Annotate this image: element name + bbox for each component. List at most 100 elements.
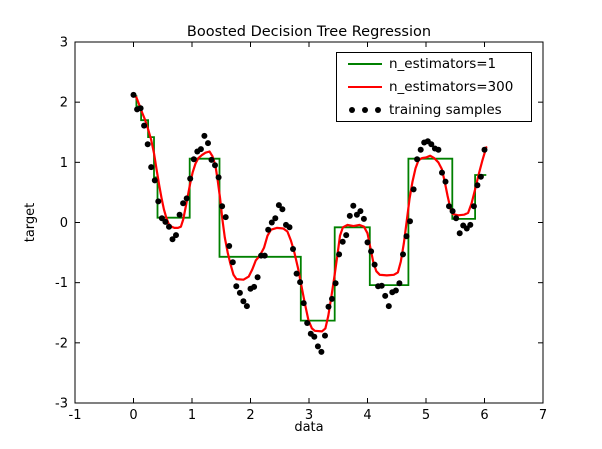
y-tick-label: 3 bbox=[60, 36, 68, 51]
training-sample-point bbox=[403, 233, 410, 240]
training-sample-point bbox=[279, 206, 286, 213]
training-sample-point bbox=[435, 146, 442, 153]
training-sample-point bbox=[180, 200, 187, 207]
legend-item-estimators-1: n_estimators=1 bbox=[337, 53, 531, 76]
training-sample-point bbox=[261, 252, 268, 259]
training-sample-point bbox=[141, 122, 148, 129]
training-sample-point bbox=[300, 300, 307, 307]
green-line-sample-icon bbox=[347, 63, 383, 66]
training-sample-point bbox=[173, 232, 179, 239]
training-sample-point bbox=[151, 177, 158, 184]
training-sample-point bbox=[243, 303, 250, 310]
y-tick-label: -3 bbox=[55, 397, 68, 412]
training-sample-point bbox=[297, 279, 304, 286]
y-tick-label: -1 bbox=[55, 276, 68, 291]
training-sample-point bbox=[343, 232, 350, 239]
training-sample-point bbox=[456, 230, 463, 237]
training-sample-point bbox=[162, 218, 169, 225]
training-sample-point bbox=[240, 298, 247, 305]
training-sample-point bbox=[229, 259, 236, 266]
red-line-sample-icon bbox=[347, 86, 383, 88]
training-sample-point bbox=[318, 348, 325, 355]
chart-title: Boosted Decision Tree Regression bbox=[187, 24, 431, 40]
scatter-dots-sample-icon bbox=[347, 106, 383, 113]
legend-item-estimators-300: n_estimators=300 bbox=[337, 76, 531, 99]
training-sample-point bbox=[470, 203, 477, 210]
data-series bbox=[130, 91, 488, 355]
training-sample-point bbox=[410, 186, 417, 193]
training-sample-point bbox=[346, 212, 353, 219]
training-sample-point bbox=[350, 202, 357, 209]
training-sample-point bbox=[275, 202, 282, 209]
training-sample-point bbox=[360, 215, 367, 222]
training-sample-point bbox=[364, 239, 371, 246]
training-sample-point bbox=[467, 221, 474, 228]
training-sample-point bbox=[417, 146, 424, 153]
dot-icon bbox=[362, 106, 368, 113]
training-sample-point bbox=[477, 173, 484, 180]
training-sample-point bbox=[329, 295, 335, 302]
training-sample-point bbox=[176, 211, 183, 218]
training-sample-point bbox=[212, 162, 218, 169]
training-sample-point bbox=[215, 174, 222, 181]
x-tick-label: 5 bbox=[422, 408, 430, 423]
training-sample-point bbox=[290, 246, 296, 252]
training-sample-point bbox=[400, 251, 406, 258]
y-tick-label: 0 bbox=[60, 216, 68, 231]
dot-icon bbox=[349, 106, 355, 113]
training-sample-point bbox=[137, 105, 144, 112]
legend-item-training-samples: training samples bbox=[337, 98, 531, 121]
training-sample-point bbox=[130, 91, 137, 98]
x-tick-label: 6 bbox=[480, 408, 488, 423]
training-sample-point bbox=[190, 156, 197, 163]
training-sample-point bbox=[414, 156, 421, 163]
training-sample-point bbox=[166, 223, 172, 230]
training-sample-point bbox=[439, 169, 445, 176]
training-sample-point bbox=[446, 203, 452, 210]
x-tick-label: 3 bbox=[305, 408, 313, 423]
training-sample-point bbox=[378, 282, 385, 289]
training-sample-point bbox=[332, 280, 339, 287]
training-sample-point bbox=[226, 243, 233, 249]
x-axis-label: data bbox=[294, 420, 323, 435]
legend-label: n_estimators=1 bbox=[389, 56, 497, 73]
x-tick-label: 1 bbox=[188, 408, 196, 423]
training-sample-point bbox=[205, 140, 211, 147]
red-boosted-curve-n-estimators-300 bbox=[132, 93, 488, 333]
training-sample-point bbox=[339, 238, 346, 245]
training-sample-point bbox=[169, 236, 176, 243]
training-sample-point bbox=[201, 132, 208, 139]
training-sample-point bbox=[357, 208, 364, 215]
training-sample-point bbox=[286, 224, 293, 231]
training-sample-point bbox=[449, 208, 456, 215]
training-sample-point bbox=[268, 219, 275, 226]
axis-ticks: -1 0 1 2 3 4 5 6 7 -3 -2 -1 0 1 2 3 bbox=[55, 36, 547, 424]
training-sample-point bbox=[481, 146, 488, 153]
training-sample-point bbox=[336, 251, 343, 258]
training-sample-point bbox=[368, 248, 375, 255]
training-sample-point bbox=[311, 333, 318, 340]
training-sample-point bbox=[293, 270, 300, 277]
training-sample-point bbox=[183, 195, 190, 202]
training-sample-point bbox=[265, 226, 272, 233]
training-sample-point bbox=[233, 283, 240, 290]
training-sample-point bbox=[392, 287, 399, 294]
training-sample-point bbox=[442, 178, 449, 185]
training-sample-point bbox=[155, 198, 162, 205]
training-sample-point bbox=[322, 332, 328, 339]
training-sample-point bbox=[251, 283, 258, 290]
training-sample-point bbox=[236, 289, 243, 296]
training-sample-point bbox=[197, 146, 204, 153]
legend-label: n_estimators=300 bbox=[389, 79, 514, 95]
legend: n_estimators=1 n_estimators=300 training… bbox=[336, 52, 532, 122]
training-sample-point bbox=[453, 215, 460, 222]
training-sample-point bbox=[272, 215, 279, 222]
training-sample-point bbox=[314, 343, 321, 350]
training-sample-point bbox=[371, 261, 378, 268]
y-tick-label: 1 bbox=[60, 156, 68, 171]
training-sample-point bbox=[254, 274, 261, 281]
training-sample-point bbox=[144, 141, 151, 148]
training-sample-point bbox=[385, 303, 392, 310]
training-sample-point bbox=[407, 218, 413, 225]
